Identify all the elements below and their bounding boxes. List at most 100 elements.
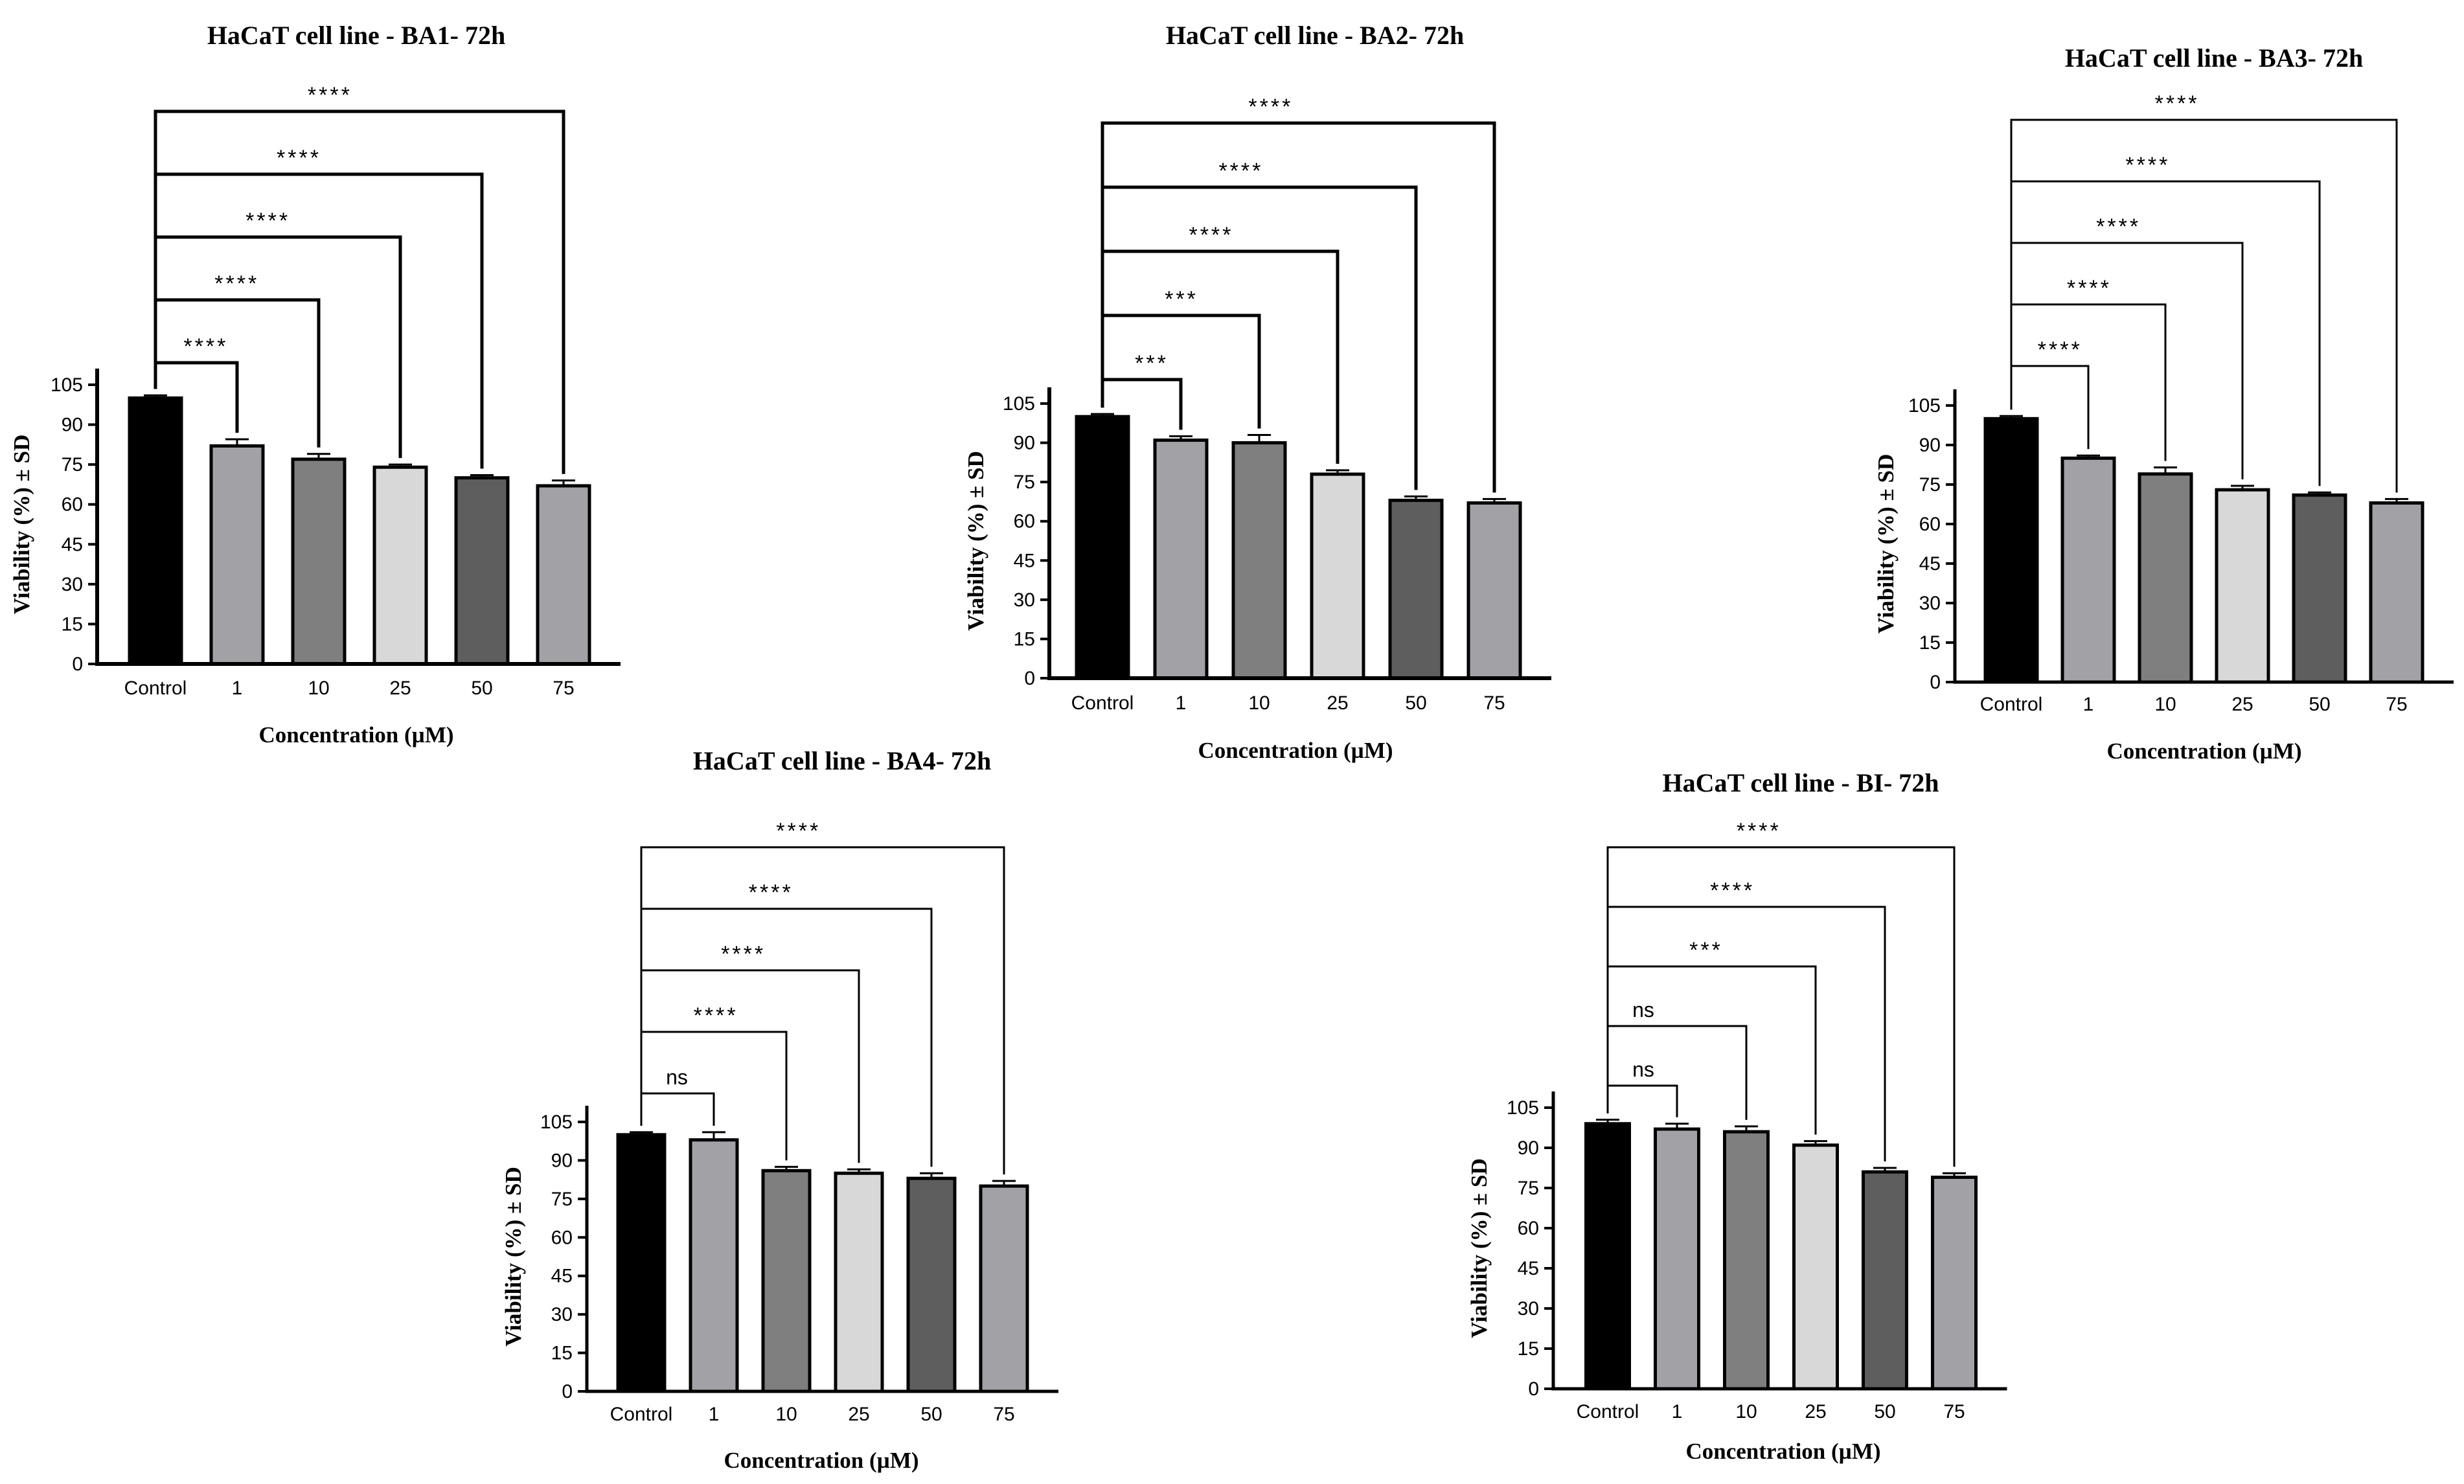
x-tick-label: 10	[775, 1404, 797, 1425]
significance-label: ****	[776, 819, 821, 843]
y-tick-label: 30	[1919, 593, 1941, 614]
y-tick-label: 15	[1014, 628, 1035, 650]
x-tick-label: 10	[308, 678, 329, 699]
y-tick-label: 60	[1919, 514, 1941, 535]
bar-1	[209, 444, 265, 666]
bar-control	[616, 1133, 667, 1393]
y-tick-label: 75	[551, 1189, 573, 1210]
y-axis-title: Viability (%) ± SD	[501, 1167, 526, 1347]
y-tick-label: 90	[62, 415, 83, 436]
bar-control	[1983, 417, 2039, 684]
y-axis-title: Viability (%) ± SD	[9, 435, 34, 615]
y-tick-label: 90	[551, 1150, 573, 1171]
significance-bracket	[1606, 1084, 1678, 1117]
x-tick-label: 75	[553, 678, 574, 699]
chart-title: HaCaT cell line - BA1- 72h	[207, 21, 505, 50]
bar-control	[128, 396, 183, 666]
x-axis-title: Concentration (µM)	[2106, 738, 2301, 764]
bar-10	[2138, 472, 2193, 684]
x-axis-title: Concentration (µM)	[258, 722, 453, 748]
bar-control	[1584, 1122, 1631, 1391]
y-tick-label: 15	[62, 613, 83, 635]
bar-75	[1466, 501, 1522, 680]
bar-10	[1231, 441, 1287, 680]
significance-label: ****	[277, 146, 321, 170]
significance-label: ****	[1218, 159, 1263, 183]
x-tick-label: Control	[1980, 694, 2043, 715]
y-tick-label: 30	[1518, 1298, 1539, 1319]
y-tick-label: 0	[72, 654, 83, 675]
bar-1	[2060, 456, 2116, 684]
y-tick-label: 30	[1014, 589, 1035, 611]
y-tick-label: 105	[51, 374, 83, 396]
significance-label: ****	[694, 1003, 738, 1028]
bar-50	[1862, 1170, 1908, 1391]
significance-label: ns	[1632, 998, 1654, 1022]
y-tick-label: 60	[62, 494, 83, 516]
significance-label: ****	[2096, 214, 2141, 239]
y-tick-label: 105	[1908, 395, 1941, 417]
bar-75	[536, 484, 591, 666]
significance-label: ****	[749, 880, 793, 905]
chart-panel-4: HaCaT cell line - BA4- 72h Control 1 10 25 50…	[501, 746, 1058, 1473]
significance-bracket	[1606, 846, 1956, 1167]
y-tick-label: 90	[1919, 435, 1941, 456]
bar-control	[1075, 415, 1130, 680]
significance-label: ****	[1189, 223, 1233, 247]
y-tick-label: 75	[1919, 474, 1941, 496]
bar-75	[2369, 501, 2424, 684]
y-tick-label: 60	[551, 1227, 573, 1248]
bar-75	[1931, 1175, 1978, 1391]
y-tick-label: 0	[562, 1381, 573, 1402]
significance-label: ****	[1710, 878, 1755, 903]
significance-label: ****	[2067, 276, 2112, 301]
y-tick-label: 45	[551, 1266, 573, 1287]
x-tick-label: 75	[1943, 1401, 1965, 1422]
y-tick-label: 75	[1014, 472, 1035, 493]
significance-label: ****	[2038, 337, 2082, 362]
chart-title: HaCaT cell line - BA4- 72h	[693, 746, 991, 775]
significance-label: ***	[1165, 287, 1198, 312]
x-tick-label: 50	[1874, 1401, 1895, 1422]
bar-10	[761, 1169, 812, 1393]
y-tick-label: 45	[62, 534, 83, 555]
bar-25	[1310, 472, 1365, 680]
x-tick-label: 1	[1672, 1401, 1683, 1422]
x-tick-label: 75	[1483, 692, 1505, 714]
bar-50	[906, 1176, 957, 1393]
chart-title: HaCaT cell line - BA2- 72h	[1166, 21, 1464, 50]
x-tick-label: 50	[920, 1404, 942, 1425]
y-tick-label: 15	[1919, 632, 1941, 654]
x-tick-label: 25	[2231, 694, 2253, 715]
bar-25	[1792, 1143, 1839, 1391]
x-tick-label: Control	[1071, 692, 1134, 714]
x-tick-label: 25	[848, 1404, 869, 1425]
chart-panel-1: HaCaT cell line - BA1- 72h Control 1 10 25 50…	[9, 21, 621, 748]
y-tick-label: 45	[1919, 553, 1941, 575]
x-tick-label: 25	[1805, 1401, 1826, 1422]
significance-label: ****	[2155, 91, 2200, 116]
significance-label: ***	[1135, 351, 1169, 376]
x-tick-label: 10	[1248, 692, 1270, 714]
x-tick-label: 1	[2083, 694, 2094, 715]
y-tick-label: 0	[1930, 672, 1941, 693]
significance-label: ****	[721, 942, 766, 966]
significance-label: ****	[245, 209, 290, 233]
y-tick-label: 0	[1528, 1378, 1539, 1400]
bar-1	[1153, 439, 1209, 680]
x-axis-title: Concentration (µM)	[1198, 738, 1393, 763]
y-tick-label: 105	[1003, 393, 1035, 415]
y-tick-label: 60	[1014, 511, 1035, 532]
y-tick-label: 30	[551, 1304, 573, 1325]
significance-bracket	[2010, 119, 2398, 493]
chart-panel-2: HaCaT cell line - BA2- 72h Control 1 10 25 50…	[963, 21, 1551, 763]
y-tick-label: 15	[551, 1343, 573, 1364]
y-tick-label: 105	[540, 1112, 573, 1133]
chart-title: HaCaT cell line - BA3- 72h	[2065, 43, 2363, 73]
significance-label: ****	[1737, 819, 1781, 843]
x-tick-label: 1	[709, 1404, 720, 1425]
x-tick-label: Control	[1577, 1401, 1639, 1422]
x-tick-label: 25	[389, 678, 411, 699]
significance-label: ****	[214, 271, 259, 296]
